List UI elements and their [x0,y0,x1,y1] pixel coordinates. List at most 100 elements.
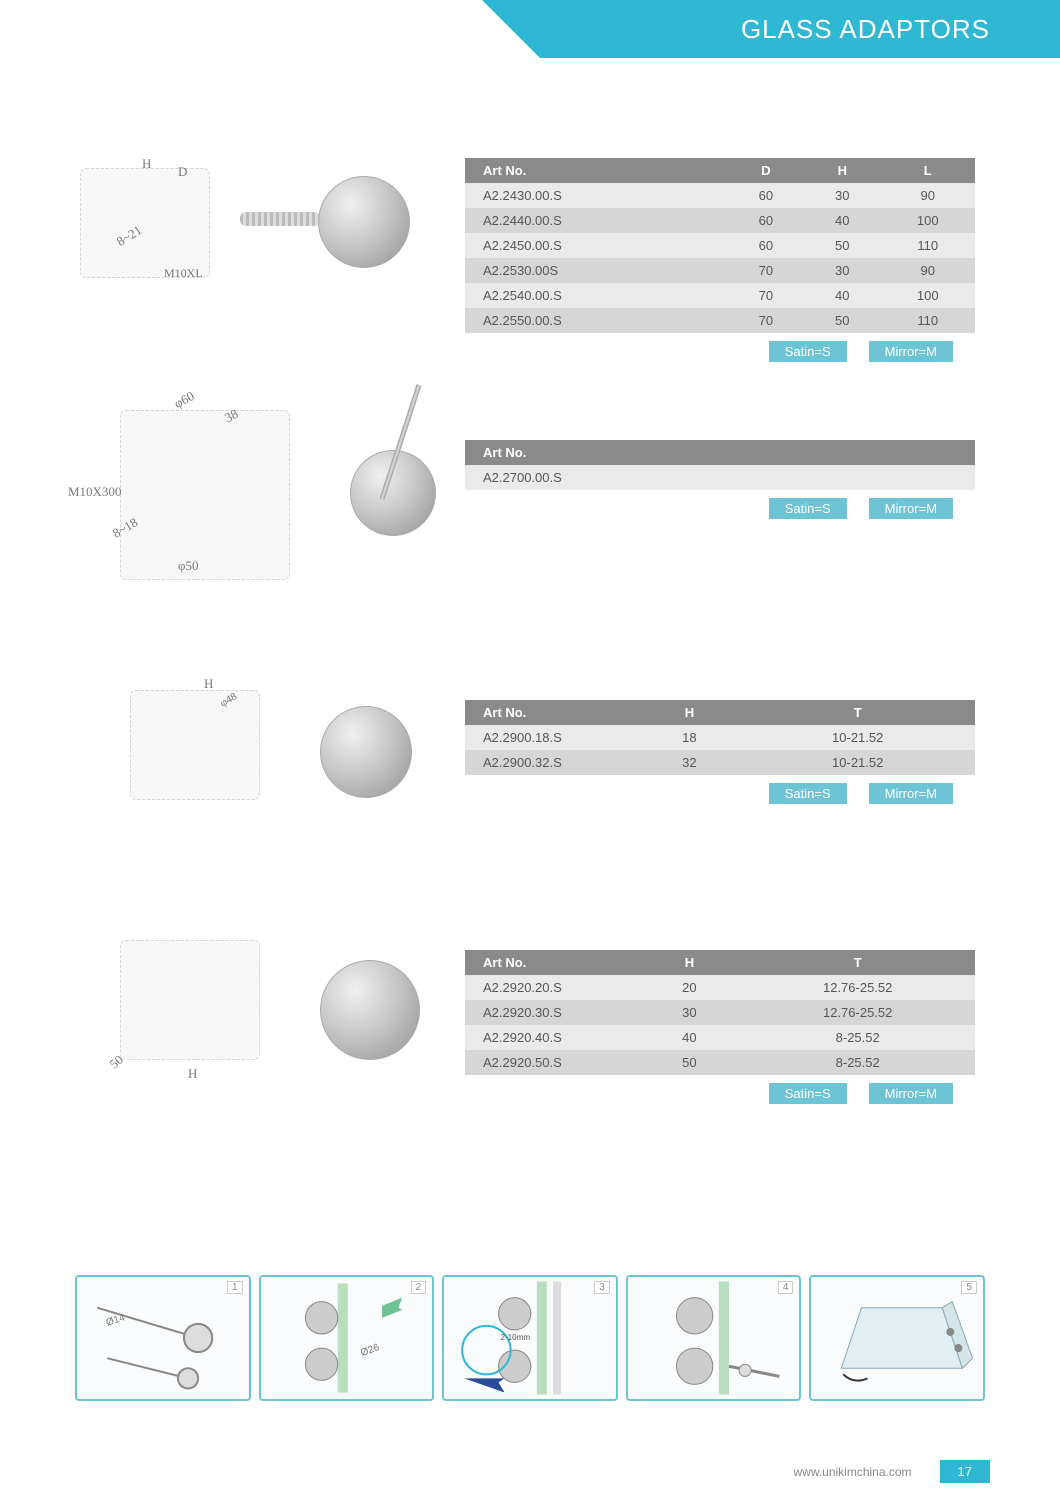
section-1-line-drawing [80,168,210,278]
section-1-threaded-rod [240,212,320,226]
table-cell: A2.2900.32.S [465,750,638,775]
table-cell: 70 [728,258,804,283]
install-step-3-diagram: 2-10mm [444,1277,616,1399]
table-cell: 70 [728,308,804,333]
section-1-product-image [318,176,410,268]
table-cell: 32 [638,750,740,775]
legend-satin: Satin=S [769,1083,847,1104]
table-cell: A2.2450.00.S [465,233,728,258]
table-cell: A2.2430.00.S [465,183,728,208]
col-h: H [638,700,740,725]
table-row: A2.2450.00.S6050110 [465,233,975,258]
table-cell: A2.2550.00.S [465,308,728,333]
table-cell: A2.2920.40.S [465,1025,638,1050]
table-cell: 110 [880,233,975,258]
table-cell: 12.76-25.52 [740,975,975,1000]
table-cell: 10-21.52 [740,725,975,750]
table-cell [669,465,975,490]
col-t: T [740,700,975,725]
table-cell: A2.2920.50.S [465,1050,638,1075]
col-h: H [638,950,740,975]
dim-thread: M10XL [164,266,203,281]
table-cell: 70 [728,283,804,308]
table-row: A2.2900.18.S1810-21.52 [465,725,975,750]
section-3-product-image [320,706,412,798]
table-cell: 60 [728,233,804,258]
dim-thread2: M10X300 [68,484,121,500]
dim-d: D [178,164,187,180]
table-cell: A2.2900.18.S [465,725,638,750]
table-row: A2.2540.00.S7040100 [465,283,975,308]
page-number-badge: 17 [940,1460,990,1483]
footer-url: www.unikimchina.com [793,1465,911,1479]
table-row: A2.2530.00S703090 [465,258,975,283]
table-cell: 30 [804,183,880,208]
section-2-line-drawing [120,410,290,580]
dim-h: H [142,156,151,172]
section-4-product-image [320,960,420,1060]
table-cell: 110 [880,308,975,333]
table-row: A2.2920.30.S3012.76-25.52 [465,1000,975,1025]
legend-mirror: Mirror=M [869,341,953,362]
dim-h3: H [204,676,213,692]
table-cell: 8-25.52 [740,1025,975,1050]
legend-mirror: Mirror=M [869,498,953,519]
install-annot-hole: Ø14 [105,1312,127,1328]
table-cell: 90 [880,183,975,208]
table-cell: 40 [804,208,880,233]
section-2-visual: φ60 38 8~18 M10X300 φ50 [0,440,465,600]
install-step-4-diagram [628,1277,800,1399]
table-row: A2.2430.00.S603090 [465,183,975,208]
table-row: A2.2700.00.S [465,465,975,490]
table-cell: 8-25.52 [740,1050,975,1075]
table-cell: 100 [880,283,975,308]
col-l: L [880,158,975,183]
table-cell: 50 [638,1050,740,1075]
table-cell: 100 [880,208,975,233]
table-cell: 30 [804,258,880,283]
col-artno: Art No. [465,158,728,183]
page-footer: www.unikimchina.com 17 [793,1460,990,1483]
section-3-visual: H φ48 [0,700,465,830]
section-1-visual: H D 8~21 M10XL [0,158,465,338]
install-step-2: 2 Ø26 [259,1275,435,1401]
section-4-table: Art No. H T A2.2920.20.S2012.76-25.52A2.… [465,950,975,1075]
col-artno: Art No. [465,700,638,725]
table-cell: 50 [804,308,880,333]
col-h: H [804,158,880,183]
install-annot-wrench: Ø26 [359,1342,381,1359]
section-1-table-area: Art No. D H L A2.2430.00.S603090A2.2440.… [465,158,1060,362]
table-row: A2.2900.32.S3210-21.52 [465,750,975,775]
section-4: H 50 Art No. H T A2.2920.20.S2012.76-25.… [0,950,1060,1110]
col-d: D [728,158,804,183]
install-steps: 1 Ø14 2 Ø26 3 2-10mm [75,1275,985,1401]
table-cell: 50 [804,233,880,258]
dim-h4: H [188,1066,197,1082]
section-3-table-area: Art No. H T A2.2900.18.S1810-21.52A2.290… [465,700,1060,804]
table-cell: 60 [728,208,804,233]
col-t: T [740,950,975,975]
section-3-line-drawing [130,690,260,800]
section-3-table: Art No. H T A2.2900.18.S1810-21.52A2.290… [465,700,975,775]
section-1-legend: Satin=S Mirror=M [465,341,975,362]
table-cell: 40 [638,1025,740,1050]
table-row: A2.2920.50.S508-25.52 [465,1050,975,1075]
section-2-legend: Satin=S Mirror=M [465,498,975,519]
table-cell: 20 [638,975,740,1000]
col-artno: Art No. [465,950,638,975]
table-cell: A2.2920.30.S [465,1000,638,1025]
section-3: H φ48 Art No. H T A2.2900.18.S1810-21.52… [0,700,1060,830]
install-step-5: 5 [809,1275,985,1401]
table-cell: A2.2540.00.S [465,283,728,308]
page-header: GLASS ADAPTORS [540,0,1060,58]
section-4-line-drawing [120,940,260,1060]
install-step-number: 2 [411,1281,427,1294]
install-step-1-diagram: Ø14 [77,1277,249,1399]
legend-satin: Satin=S [769,341,847,362]
section-2: φ60 38 8~18 M10X300 φ50 Art No. A2.2700.… [0,440,1060,600]
section-2-table-area: Art No. A2.2700.00.S Satin=S Mirror=M [465,440,1060,519]
section-4-visual: H 50 [0,950,465,1110]
install-step-5-diagram [811,1277,983,1399]
section-4-table-area: Art No. H T A2.2920.20.S2012.76-25.52A2.… [465,950,1060,1104]
table-row: A2.2920.40.S408-25.52 [465,1025,975,1050]
